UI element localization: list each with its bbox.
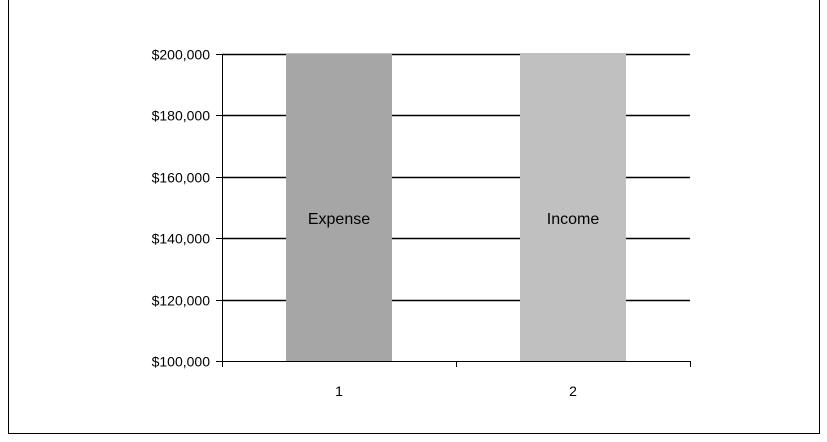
labels: $100,000 $120,000 $140,000 $160,000 $180,000… xyxy=(152,47,600,400)
x-tick-label-1: 2 xyxy=(569,383,577,399)
y-tick-label-4: $180,000 xyxy=(152,108,211,124)
y-tick-label-0: $100,000 xyxy=(152,354,211,370)
y-tick-label-2: $140,000 xyxy=(152,231,211,247)
x-tick-label-0: 1 xyxy=(335,383,343,399)
bar-label-1: Expense xyxy=(308,211,370,228)
bar-1 xyxy=(286,54,392,361)
y-tick-label-5: $200,000 xyxy=(152,47,211,63)
y-tick-label-3: $160,000 xyxy=(152,170,211,186)
y-tick-label-1: $120,000 xyxy=(152,293,211,309)
bar-2 xyxy=(520,54,626,361)
bar-label-2: Income xyxy=(547,211,600,228)
axes xyxy=(216,54,691,367)
bars xyxy=(286,54,626,361)
